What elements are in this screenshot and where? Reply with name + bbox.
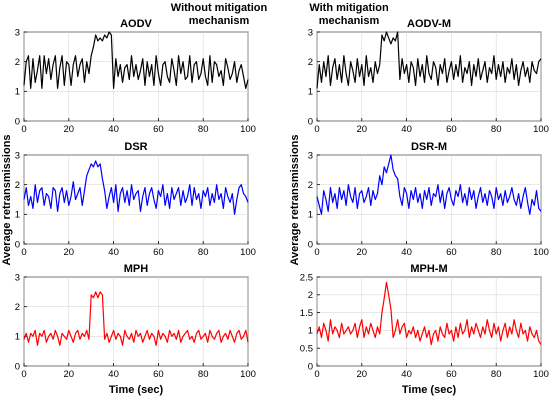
- x-tick-label: 40: [108, 124, 119, 135]
- x-tick-label: 40: [401, 124, 412, 135]
- subplot-title-dsr-m: DSR-M: [411, 141, 447, 153]
- x-tick-label: 80: [198, 124, 209, 135]
- subplot-dsr: 0 20 40 60 80 100 0 1 2 3 DSR: [15, 141, 256, 258]
- y-tick-label: 0: [308, 239, 313, 250]
- y-tick-label: 0: [15, 361, 20, 372]
- x-tick-label: 60: [153, 369, 164, 380]
- x-tick-label: 0: [314, 124, 319, 135]
- x-tick-label: 40: [401, 369, 412, 380]
- x-tick-label: 0: [314, 247, 319, 258]
- x-tick-label: 100: [533, 369, 549, 380]
- left-y-axis-label: Average retransmissions: [1, 134, 13, 265]
- x-tick-label: 80: [198, 369, 209, 380]
- x-tick-label: 20: [64, 124, 75, 135]
- x-tick-label: 60: [153, 247, 164, 258]
- x-tick-label: 100: [533, 247, 549, 258]
- y-tick-label: 3: [308, 150, 313, 161]
- y-tick-label: 0: [15, 116, 20, 127]
- x-tick-label: 80: [198, 247, 209, 258]
- series-line-mph: [23, 291, 249, 346]
- y-tick-label: 2: [308, 290, 313, 301]
- y-tick-label: 1: [308, 210, 313, 221]
- y-tick-label: 0: [15, 239, 20, 250]
- x-tick-label: 100: [240, 369, 256, 380]
- y-tick-label: 2: [15, 57, 20, 68]
- subplot-title-aodv-m: AODV-M: [407, 18, 451, 30]
- heading-without-mitigation-line1: Without mitigation: [171, 2, 268, 14]
- subplot-title-mph-m: MPH-M: [410, 263, 447, 275]
- series-line-mph-m: [316, 281, 542, 346]
- y-tick-label: 0: [308, 361, 313, 372]
- y-tick-label: 0: [308, 116, 313, 127]
- y-tick-label: 2: [308, 180, 313, 191]
- x-tick-label: 40: [108, 369, 119, 380]
- x-axis-label-mph-m: Time (sec): [402, 384, 457, 396]
- y-tick-label: 3: [15, 27, 20, 38]
- x-tick-label: 80: [491, 124, 502, 135]
- y-tick-label: 1: [15, 87, 20, 98]
- x-tick-label: 40: [108, 247, 119, 258]
- x-tick-label: 0: [314, 369, 319, 380]
- x-tick-label: 60: [446, 247, 457, 258]
- heading-without-mitigation-line2: mechanism: [189, 15, 250, 27]
- plot-area-mph: [23, 276, 249, 367]
- y-tick-label: 1: [308, 326, 313, 337]
- x-tick-label: 20: [64, 247, 75, 258]
- x-tick-label: 60: [153, 124, 164, 135]
- subplot-dsr-m: 0 20 40 60 80 100 0 1 2 3 DSR-M: [308, 141, 549, 258]
- heading-with-mitigation-line1: With mitigation: [309, 2, 389, 14]
- x-tick-label: 60: [446, 369, 457, 380]
- x-tick-label: 0: [21, 369, 26, 380]
- plot-area-mph-m: [316, 276, 542, 367]
- series-line-dsr-m: [316, 154, 542, 215]
- y-tick-label: 3: [15, 272, 20, 283]
- y-tick-label: 1.5: [300, 308, 313, 319]
- y-tick-label: 0.5: [300, 344, 313, 355]
- x-tick-label: 80: [491, 247, 502, 258]
- x-tick-label: 20: [357, 124, 368, 135]
- y-tick-label: 3: [15, 150, 20, 161]
- subplot-title-aodv: AODV: [120, 18, 152, 30]
- subplot-mph: 0 20 40 60 80 100 0 1 2 3 MPH Time (sec): [15, 263, 256, 396]
- y-tick-label: 2: [308, 57, 313, 68]
- x-axis-label-mph: Time (sec): [109, 384, 164, 396]
- subplot-mph-m: 0 20 40 60 80 100 0 0.5 1 1.5 2 2.5 MPH-M Time (sec): [300, 263, 549, 396]
- x-tick-label: 0: [21, 124, 26, 135]
- series-line-aodv: [23, 31, 249, 89]
- series-line-dsr: [23, 160, 249, 215]
- heading-with-mitigation-line2: mechanism: [319, 15, 380, 27]
- y-tick-label: 2.5: [300, 272, 313, 283]
- x-tick-label: 80: [491, 369, 502, 380]
- y-tick-label: 1: [15, 332, 20, 343]
- y-tick-label: 3: [308, 27, 313, 38]
- x-tick-label: 100: [533, 124, 549, 135]
- y-tick-label: 1: [308, 87, 313, 98]
- x-tick-label: 40: [401, 247, 412, 258]
- x-tick-label: 20: [357, 247, 368, 258]
- series-line-aodv-m: [316, 31, 542, 89]
- subplot-aodv: 0 20 40 60 80 100 0 1 2 3 AODV: [15, 18, 256, 135]
- x-tick-label: 100: [240, 247, 256, 258]
- subplot-aodv-m: 0 20 40 60 80 100 0 1 2 3 AODV-M: [308, 18, 549, 135]
- x-tick-label: 100: [240, 124, 256, 135]
- plot-area-aodv-m: [316, 31, 542, 122]
- subplot-title-mph: MPH: [124, 263, 149, 275]
- y-tick-label: 1: [15, 210, 20, 221]
- y-tick-label: 2: [15, 302, 20, 313]
- x-tick-label: 20: [64, 369, 75, 380]
- y-tick-label: 2: [15, 180, 20, 191]
- right-y-axis-label: Average retransmissions: [289, 134, 301, 265]
- x-tick-label: 20: [357, 369, 368, 380]
- subplot-title-dsr: DSR: [124, 141, 147, 153]
- x-tick-label: 60: [446, 124, 457, 135]
- x-tick-label: 0: [21, 247, 26, 258]
- plot-area-aodv: [23, 31, 249, 122]
